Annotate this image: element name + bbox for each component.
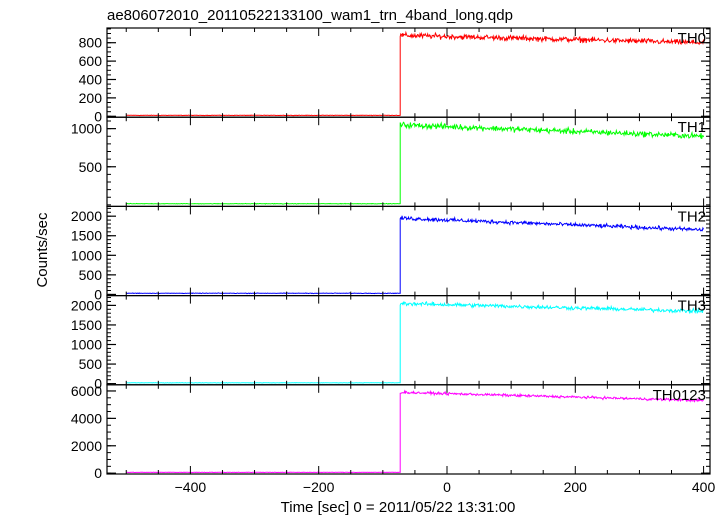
y-tick-label: 2000 [71,438,102,454]
panel-label-th0123: TH0123 [653,387,706,404]
y-tick-label: 1500 [71,228,102,244]
y-tick-label: 600 [79,53,103,69]
y-tick-label: 6000 [71,383,102,399]
series-line-th3 [126,300,704,384]
y-tick-label: 0 [94,108,102,124]
y-tick-label: 1000 [71,337,102,353]
series-line-th2 [126,215,705,295]
y-tick-label: 800 [79,35,103,51]
x-tick-label: 0 [443,479,451,495]
x-tick-label: 200 [564,479,588,495]
panel-frame-th1 [106,116,711,207]
x-tick-label: 400 [692,479,716,495]
panel-label-th1: TH1 [678,119,706,136]
y-axis-label: Counts/sec [34,212,51,288]
y-tick-label: 400 [79,71,103,87]
y-tick-label: 2000 [71,297,102,313]
series-line-th1 [126,121,705,205]
y-tick-label: 0 [94,286,102,302]
series-line-th0 [126,30,705,117]
y-tick-label: 500 [79,356,103,372]
panel-label-th3: TH3 [678,298,706,315]
y-tick-label: 0 [94,376,102,392]
y-tick-label: 0 [94,465,102,481]
panel-label-th2: TH2 [678,208,706,225]
y-tick-label: 1000 [71,247,102,263]
x-tick-label: −200 [303,479,335,495]
panels-group: 0 200 400 600 800 TH0 500 1000 TH1 0 500 1000 1500 20… [71,27,716,495]
panel-frame-th3 [106,295,711,386]
y-tick-label: 200 [79,90,103,106]
y-tick-label: 500 [79,267,103,283]
x-axis-label: Time [sec] 0 = 2011/05/22 13:31:00 [281,499,516,516]
y-tick-label: 2000 [71,208,102,224]
y-tick-label: 1000 [71,121,102,137]
panel-frame-th0123 [106,384,711,475]
chart-title: ae806072010_20110522133100_wam1_trn_4ban… [107,7,513,24]
panel-label-th0: TH0 [678,30,706,47]
x-tick-label: −400 [175,479,207,495]
y-tick-label: 1500 [71,317,102,333]
panel-frame-th2 [106,205,711,297]
y-tick-label: 500 [79,159,103,175]
y-tick-label: 4000 [71,410,102,426]
series-line-th0123 [126,389,704,474]
